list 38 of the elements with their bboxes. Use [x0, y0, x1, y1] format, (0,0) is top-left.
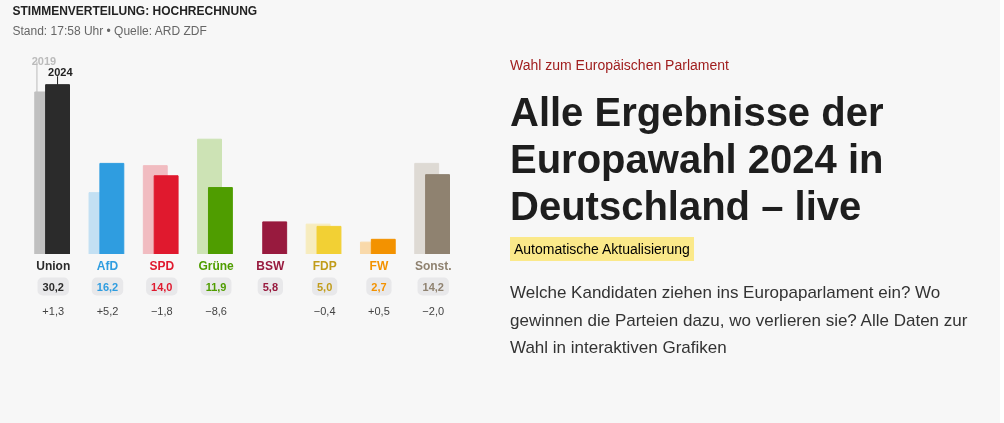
x-tick-label: FW — [369, 258, 389, 273]
data-label: 14,2 — [422, 280, 444, 293]
data-label: 14,0 — [151, 280, 173, 293]
text: +0,5 — [368, 304, 390, 317]
chart-title: STIMMENVERTEILUNG: HOCHRECHNUNG — [12, 3, 258, 18]
text: Welche Kandidaten ziehen ins Europaparlament ein? Wo gewinnen die Parteien dazu, wo verlieren sie? Alle Daten zur Wahl in interaktiven Grafiken — [510, 282, 969, 359]
text: +5,2 — [96, 304, 119, 317]
x-tick-label: Sonst. — [414, 258, 452, 273]
data-label: 5,0 — [317, 280, 333, 293]
bar — [316, 225, 342, 254]
text: −8,6 — [205, 304, 227, 317]
bar — [207, 187, 233, 254]
text: Wahl zum Europäischen Parlament — [510, 56, 730, 75]
text: Automatische Aktualisierung — [510, 237, 694, 262]
text: 2019 — [31, 54, 57, 67]
x-tick-label: AfD — [96, 258, 119, 273]
x-tick-label: SPD — [149, 258, 175, 273]
text: +1,3 — [42, 304, 65, 317]
data-label: 2,7 — [371, 280, 387, 293]
data-label: 11,9 — [205, 280, 227, 293]
data-label: 30,2 — [42, 280, 64, 293]
series-label: 2024 — [48, 65, 74, 78]
x-tick-label: BSW — [256, 258, 286, 273]
text: −1,8 — [150, 304, 173, 317]
bar — [425, 174, 450, 254]
text: −0,4 — [313, 304, 336, 317]
bar — [370, 238, 396, 254]
data-label: 16,2 — [96, 280, 119, 293]
text: Alle Ergebnisse der Europawahl 2024 in Deutschland – live — [510, 89, 885, 230]
x-tick-label: Grüne — [198, 258, 235, 273]
bar — [153, 175, 179, 254]
data-label: 5,8 — [262, 280, 279, 293]
bar — [262, 221, 288, 254]
text: −2,0 — [422, 304, 445, 317]
chart-subtitle: Stand: 17:58 Uhr • Quelle: ARD ZDF — [12, 23, 207, 38]
bar — [99, 162, 125, 254]
x-tick-label: FDP — [312, 258, 337, 273]
x-tick-label: Union — [36, 258, 71, 273]
